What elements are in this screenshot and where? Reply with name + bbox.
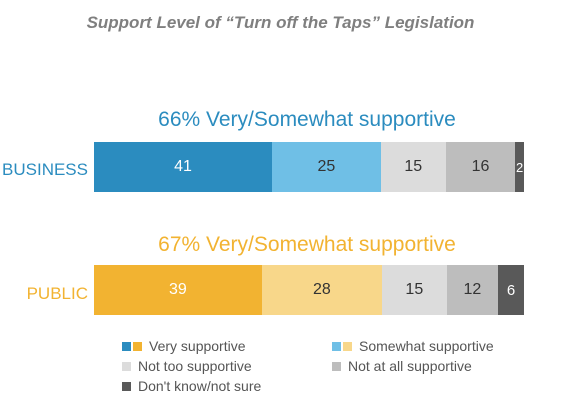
legend-item: Not too supportive [122, 358, 252, 374]
legend-item: Don't know/not sure [122, 378, 261, 394]
business-segment-somewhat-supportive: 25 [272, 142, 381, 192]
public-segment-not-too-supportive: 15 [382, 265, 447, 315]
data-label: 25 [317, 158, 336, 175]
data-label: 41 [174, 158, 192, 175]
legend-swatch [343, 341, 352, 351]
data-label: 12 [463, 281, 482, 298]
data-label: 39 [168, 281, 187, 298]
business-headline: 66% Very/Somewhat supportive [158, 108, 456, 131]
data-label: 28 [312, 281, 331, 298]
public-row-label: PUBLIC [26, 284, 88, 303]
legend-swatch [122, 361, 131, 371]
legend-label: Somewhat supportive [359, 338, 494, 354]
legend-swatch [122, 381, 131, 391]
public-segment-not-at-all-supportive: 12 [446, 265, 499, 315]
legend-swatch [332, 361, 341, 371]
legend-item: Somewhat supportive [332, 338, 494, 354]
business-segment-don-t-know-not-sure: 2 [515, 142, 524, 192]
legend-label: Not too supportive [138, 358, 252, 374]
data-label: 15 [404, 158, 423, 175]
legend-item: Very supportive [122, 338, 246, 354]
public-segment-very-supportive: 39 [94, 265, 262, 315]
public-stacked-bar: 39 28 15 12 6 [94, 265, 524, 315]
public-headline: 67% Very/Somewhat supportive [158, 233, 456, 256]
business-row-label: BUSINESS [2, 160, 88, 179]
data-label: 2 [516, 159, 524, 175]
public-segment-somewhat-supportive: 28 [261, 265, 383, 315]
data-label: 6 [506, 281, 516, 299]
data-label: 15 [405, 281, 424, 298]
legend-label: Not at all supportive [348, 358, 472, 374]
business-segment-not-at-all-supportive: 16 [445, 142, 516, 192]
business-stacked-bar: 41 25 15 16 2 [94, 142, 524, 192]
legend-item: Not at all supportive [332, 358, 472, 374]
business-segment-very-supportive: 41 [94, 142, 273, 192]
business-segment-not-too-supportive: 15 [380, 142, 446, 192]
legend-label: Don't know/not sure [138, 378, 262, 394]
legend-label: Very supportive [149, 338, 246, 354]
chart-title: Support Level of “Turn off the Taps” Leg… [86, 13, 475, 32]
legend-swatch [332, 341, 341, 351]
data-label: 16 [471, 158, 490, 175]
legend-swatch [133, 341, 142, 351]
legend-swatch [122, 341, 131, 351]
public-segment-don-t-know-not-sure: 6 [498, 265, 524, 315]
